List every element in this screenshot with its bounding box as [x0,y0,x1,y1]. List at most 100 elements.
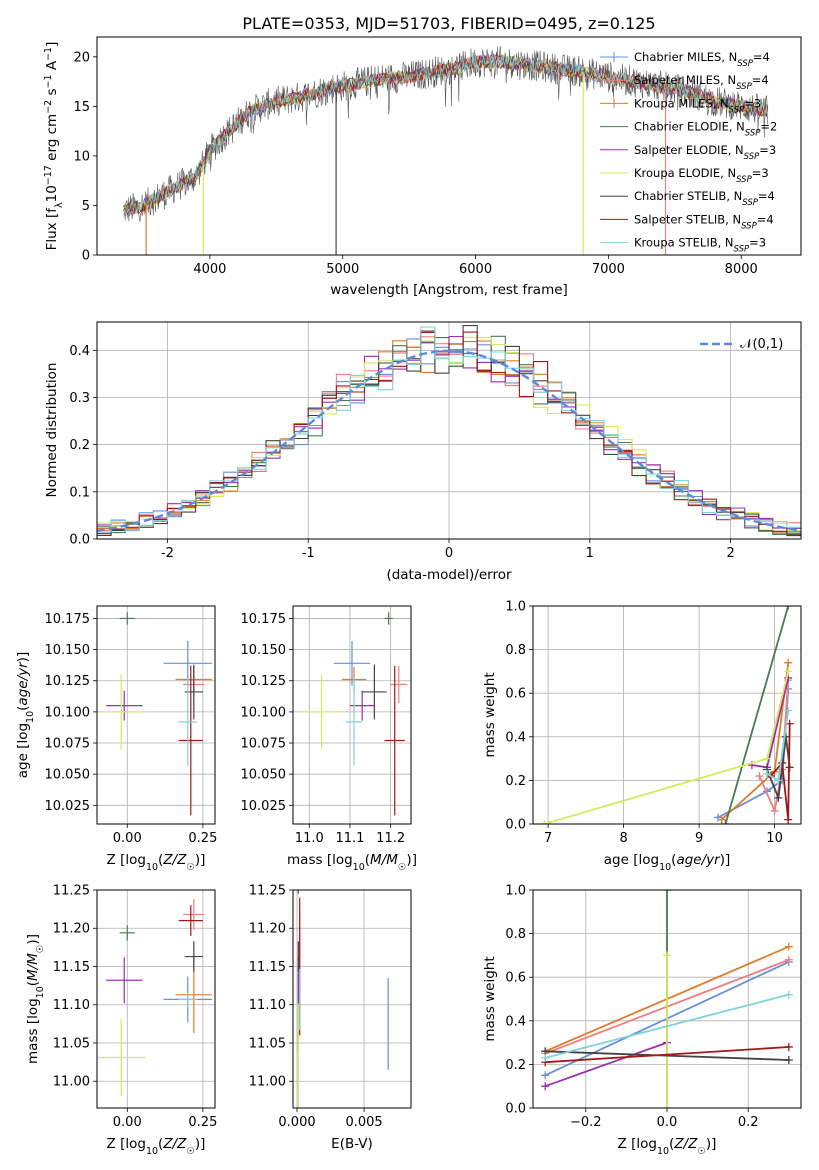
series-marker-chabrier_elodie [784,606,793,610]
legend-label-kroupa_miles: Kroupa MILES, NSSP=3 [634,96,761,115]
axes-frame [96,605,216,825]
x-axis-label: E(B-V) [331,1136,373,1152]
series-marker-salpeter_stelib [784,815,793,824]
x-tick-label: −0.2 [570,1115,602,1130]
y-tick-label: 10 [73,149,90,164]
axes-frame [292,889,412,1109]
y-tick-label: 0.0 [69,533,90,548]
histogram-salpeter_stelib [97,331,801,537]
x-tick-label: 2 [726,546,734,561]
series-marker-chabrier_stelib [781,732,790,741]
panel-massweight_vs_age: 7 8 9 10 0.0 0.2 0.4 0.6 0.8 1.0 age [log10(age/yr… [482,600,802,873]
y-tick-label: 11.15 [53,960,90,975]
x-tick-label: 0.00 [113,1115,142,1130]
y-tick-label: 0.4 [505,730,526,745]
axes-frame [96,889,216,1109]
x-tick-label: 9 [695,831,703,846]
legend-label-kroupa_elodie: Kroupa ELODIE, NSSP=3 [634,166,769,185]
series-marker-salpeter_miles [770,806,779,815]
y-tick-label: 0.2 [69,438,90,453]
y-axis-label: mass [log10(M/M☉)] [25,934,46,1064]
legend-label-salpeter_stelib: Salpeter STELIB, NSSP=4 [634,212,774,231]
y-tick-label: 10.100 [241,705,287,720]
plot-area [293,890,411,1108]
series-marker-kroupa_elodie [663,951,671,960]
series-marker-kroupa_elodie [784,667,793,676]
series-line-chabrier_elodie [724,606,790,824]
x-axis-label: wavelength [Angstrom, rest frame] [330,282,568,298]
x-axis-label: Z [log10(Z/Z☉)] [618,1136,717,1157]
histogram-kroupa_stelib [97,326,801,533]
x-tick-label: 0.25 [188,1115,217,1130]
x-tick-label: 0.00 [113,831,142,846]
series-marker-kroupa_stelib [784,990,793,999]
x-tick-label: 8 [619,831,627,846]
y-tick-label: 11.10 [53,998,90,1013]
y-tick-label: 10.150 [45,643,91,658]
legend-label-salpeter_elodie: Salpeter ELODIE, NSSP=3 [634,143,776,162]
x-axis-label: Z [log10(Z/Z☉)] [107,1136,206,1157]
legend-label-chabrier_stelib: Chabrier STELIB, NSSP=4 [634,189,775,208]
y-tick-label: 0.2 [505,774,526,789]
series-marker-kroupa_stelib [774,776,783,785]
axes-frame [532,605,802,825]
legend-label-chabrier_elodie: Chabrier ELODIE, NSSP=2 [634,120,777,139]
y-tick-label: 10.175 [45,612,91,627]
y-tick-label: 11.05 [53,1036,90,1051]
x-axis-label: age [log10(age/yr)] [604,852,730,873]
series-marker-kroupa_elodie [763,754,772,763]
x-tick-label: 0 [445,546,453,561]
y-tick-label: 11.00 [249,1075,286,1090]
y-tick-label: 10.075 [241,737,287,752]
series-line-salpeter_stelib [770,723,791,820]
y-axis-label: Normed distribution [44,363,60,498]
axes-frame [292,605,412,825]
y-tick-label: 11.20 [249,922,286,937]
y-tick-label: 0.8 [505,927,526,942]
x-axis-label: mass [log10(M/M☉)] [287,852,417,873]
plot-content [297,890,389,1108]
series-line-salpeter_stelib [545,1046,789,1064]
series-marker-kroupa_elodie [663,1104,671,1108]
legend-label-chabrier_miles: Chabrier MILES, NSSP=4 [634,50,770,69]
series-marker-kroupa_stelib [541,1053,550,1062]
y-tick-label: 5 [82,199,90,214]
x-tick-label: 11.0 [295,831,324,846]
series-marker-chabrier_miles [541,1071,550,1080]
y-tick-label: 10.050 [241,768,287,783]
plot-area [293,606,411,824]
y-tick-label: 10.125 [45,674,91,689]
y-axis-label: mass weight [482,672,498,757]
y-tick-label: 20 [73,50,90,65]
legend-label-kroupa_stelib: Kroupa STELIB, NSSP=3 [634,236,766,255]
legend-label-salpeter_miles: Salpeter MILES, NSSP=4 [634,73,769,92]
y-tick-label: 15 [73,100,90,115]
x-tick-label: 7 [544,831,552,846]
y-tick-label: 10.150 [241,643,287,658]
plot-content [123,46,769,255]
y-tick-label: 1.0 [505,884,526,899]
x-tick-label: 0.25 [188,831,217,846]
x-axis-label: Z [log10(Z/Z☉)] [107,852,206,873]
x-tick-label: 5000 [326,262,359,277]
x-axis-label: (data-model)/error [386,567,512,583]
plot-content [97,612,212,816]
series-marker-kroupa_elodie [540,820,549,824]
panel-mass_vs_Z: 0.00 0.25 11.00 11.05 11.10 11.15 11.20 11.25 Z … [25,884,217,1157]
y-tick-label: 0.6 [505,687,526,702]
series-marker-chabrier_elodie [663,890,671,894]
panel-massweight_vs_Z: −0.2 0.0 0.2 0.0 0.2 0.4 0.6 0.8 1.0 Z [log10(Z/Z… [482,884,802,1157]
series-marker-salpeter_stelib [784,1042,793,1051]
x-tick-label: 0.2 [738,1115,759,1130]
panel-age_vs_Z: 0.00 0.25 10.025 10.050 10.075 10.100 10.125 10… [15,605,217,873]
panel-spectrum: 4000 5000 6000 7000 8000 0 5 10 15 20 Chabrier MIL… [43,36,802,298]
y-tick-label: 10.075 [45,737,91,752]
series-line-salpeter_elodie [544,1041,668,1088]
y-tick-label: 0.4 [505,1014,526,1029]
x-tick-label: 11.1 [335,831,364,846]
normal-distribution-curve [97,349,801,532]
plot-content [97,899,212,1096]
series-marker-kroupa_miles [784,658,793,667]
legend-label-normal: 𝒩(0,1) [740,337,783,352]
